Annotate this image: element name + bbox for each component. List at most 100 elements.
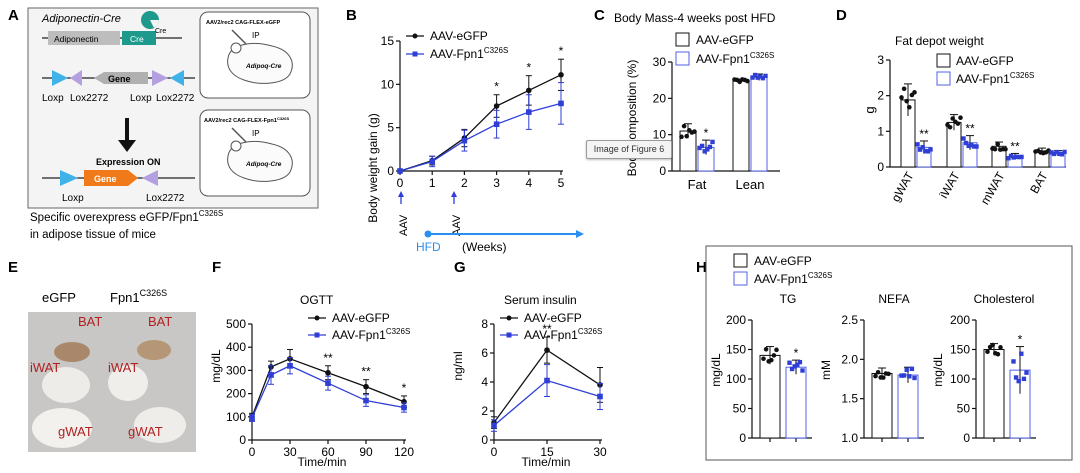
panel-e: E eGFP Fpn1C326S BAT BAT iWAT iWAT gWAT …	[8, 259, 196, 452]
h-chol-dot-fpn	[1011, 359, 1016, 364]
f-x-tick-label: 60	[321, 445, 335, 459]
h-tg-dot-fpn	[789, 366, 795, 372]
mouse2-name: Adipoq-Cre	[245, 161, 282, 168]
lox2272-triangle-1	[70, 70, 82, 86]
g-title: Serum insulin	[504, 293, 577, 307]
h-nefa-dot-fpn	[901, 373, 907, 378]
h-tg-dot-egfp	[763, 346, 769, 352]
h-chol-y-tick-label: 200	[950, 313, 970, 327]
panel-h: H AAV-eGFP AAV-Fpn1C326S TG NEFA Cholest…	[696, 245, 1073, 461]
f-y-tick-label: 200	[226, 387, 246, 401]
syringe-icon-2	[231, 127, 247, 143]
gene-arrow-expressed	[84, 170, 138, 186]
h-tg-dot-egfp	[771, 353, 777, 358]
chart-g: 0 2 4 6 8 0 15 30 **	[481, 317, 607, 459]
c-legend-swatch-fpn	[675, 51, 690, 66]
bat-tissue-right	[137, 340, 171, 360]
cre-box	[122, 31, 156, 45]
adiponectin-box	[48, 31, 120, 45]
d-dot-fpn	[1062, 149, 1067, 155]
f-significance-star: **	[323, 351, 333, 365]
chart-b: 0 5 10 15 0 1 2 3 4 5 * * *	[381, 34, 565, 190]
h-tg-dot-fpn	[797, 359, 803, 365]
g-point-fpn	[544, 377, 550, 384]
mouse2-title: AAV2/rec2 CAG-FLEX-Fpn1C326S	[204, 116, 290, 124]
f-point-fpn	[249, 415, 255, 421]
b-y-tick-label: 5	[387, 121, 394, 135]
h-title-chol: Cholesterol	[974, 292, 1035, 306]
f-series-line-1	[251, 365, 405, 419]
f-point-fpn	[325, 380, 331, 386]
d-dot-fpn	[1008, 153, 1014, 159]
panel-b: B Body weight gain (g) 0 5 10 15 0 1 2 3 4 5 * * * A…	[346, 7, 584, 254]
h-nefa-dot-fpn	[907, 374, 912, 379]
d-dot-egfp	[995, 141, 1000, 147]
e-tissue-gwat-2: gWAT	[128, 424, 163, 439]
c-dot-fpn	[755, 75, 760, 80]
h-nefa-y-tick-label: 2.0	[841, 352, 858, 366]
loxp-label-2: Loxp	[130, 93, 152, 104]
h-ylabel-tg: mg/dL	[709, 353, 723, 387]
d-legend-swatch-egfp	[936, 53, 951, 68]
panel-letter-e: E	[8, 259, 18, 276]
panel-g: G Serum insulin ng/ml Time/min 0 2 4 6 8 0 15 3…	[451, 259, 607, 469]
c-significance-star: *	[704, 126, 709, 140]
h-chol-y-tick-label: 150	[950, 343, 970, 357]
gwat-tissue-left	[32, 408, 92, 448]
g-ylabel: ng/ml	[451, 351, 465, 380]
h-tg-dot-fpn	[800, 368, 805, 373]
h-chol-dot-egfp	[995, 351, 1001, 357]
d-y-tick-label: 2	[877, 89, 884, 103]
d-dot-fpn	[971, 144, 977, 149]
c-legend-egfp: AAV-eGFP	[696, 33, 754, 47]
f-legend-marker-fpn	[314, 332, 320, 338]
panel-letter-b: B	[346, 7, 357, 24]
d-dot-fpn	[966, 143, 971, 149]
f-legend-egfp: AAV-eGFP	[332, 311, 390, 325]
h-tg-dot-fpn	[787, 360, 792, 365]
g-y-tick-label: 6	[481, 346, 488, 360]
c-bar-egfp	[732, 80, 750, 172]
b-series-line-1	[399, 102, 562, 172]
mouse-ear-icon-2	[230, 140, 242, 152]
c-y-tick-label: 0	[659, 164, 666, 178]
d-dot-fpn	[1011, 155, 1016, 160]
g-legend-marker-fpn	[506, 332, 512, 338]
c-y-tick-label: 10	[653, 128, 667, 142]
lox2272-triangle-2	[152, 70, 168, 86]
d-significance-star: **	[919, 127, 929, 141]
f-x-tick-label: 30	[283, 445, 297, 459]
h-nefa-y-tick-label: 1.0	[841, 431, 858, 445]
c-x-tick-label: Fat	[688, 177, 707, 192]
d-x-tick-label: iWAT	[936, 169, 962, 201]
c-dot-fpn	[760, 75, 766, 81]
g-x-tick-label: 30	[593, 445, 607, 459]
lox2272-triangle-3	[142, 170, 158, 186]
f-x-tick-label: 90	[359, 445, 373, 459]
panel-d: D Fat depot weight g 0 1 2 3 gWAT ** iWAT ** mWA…	[836, 7, 1067, 207]
chart-c: 0 10 20 30 Fat * Lean	[653, 55, 780, 192]
g-legend-marker-egfp	[506, 315, 512, 321]
b-y-tick-label: 0	[387, 164, 394, 178]
h-nefa-bar-egfp	[871, 372, 893, 439]
e-label-fpn: Fpn1C326S	[110, 288, 167, 305]
b-x-tick-label: 2	[461, 176, 468, 190]
f-y-tick-label: 100	[226, 410, 246, 424]
h-nefa-y-tick-label: 1.5	[841, 392, 858, 406]
cre-pie-label: Cre	[155, 28, 166, 35]
b-point-fpn	[493, 121, 500, 127]
h-ylabel-chol: mg/dL	[931, 353, 945, 387]
f-legend-fpn: AAV-Fpn1C326S	[332, 327, 410, 342]
c-dot-egfp	[692, 129, 697, 134]
b-y-tick-label: 15	[381, 34, 395, 48]
panel-letter-c: C	[594, 7, 605, 24]
h-nefa-dot-fpn	[904, 367, 909, 373]
h-title-nefa: NEFA	[878, 292, 909, 306]
panel-letter-h: H	[696, 259, 707, 276]
g-legend-fpn: AAV-Fpn1C326S	[524, 327, 602, 342]
h-tg-dot-egfp	[769, 357, 774, 363]
d-dot-fpn	[974, 144, 979, 149]
b-legend-egfp: AAV-eGFP	[430, 29, 488, 43]
